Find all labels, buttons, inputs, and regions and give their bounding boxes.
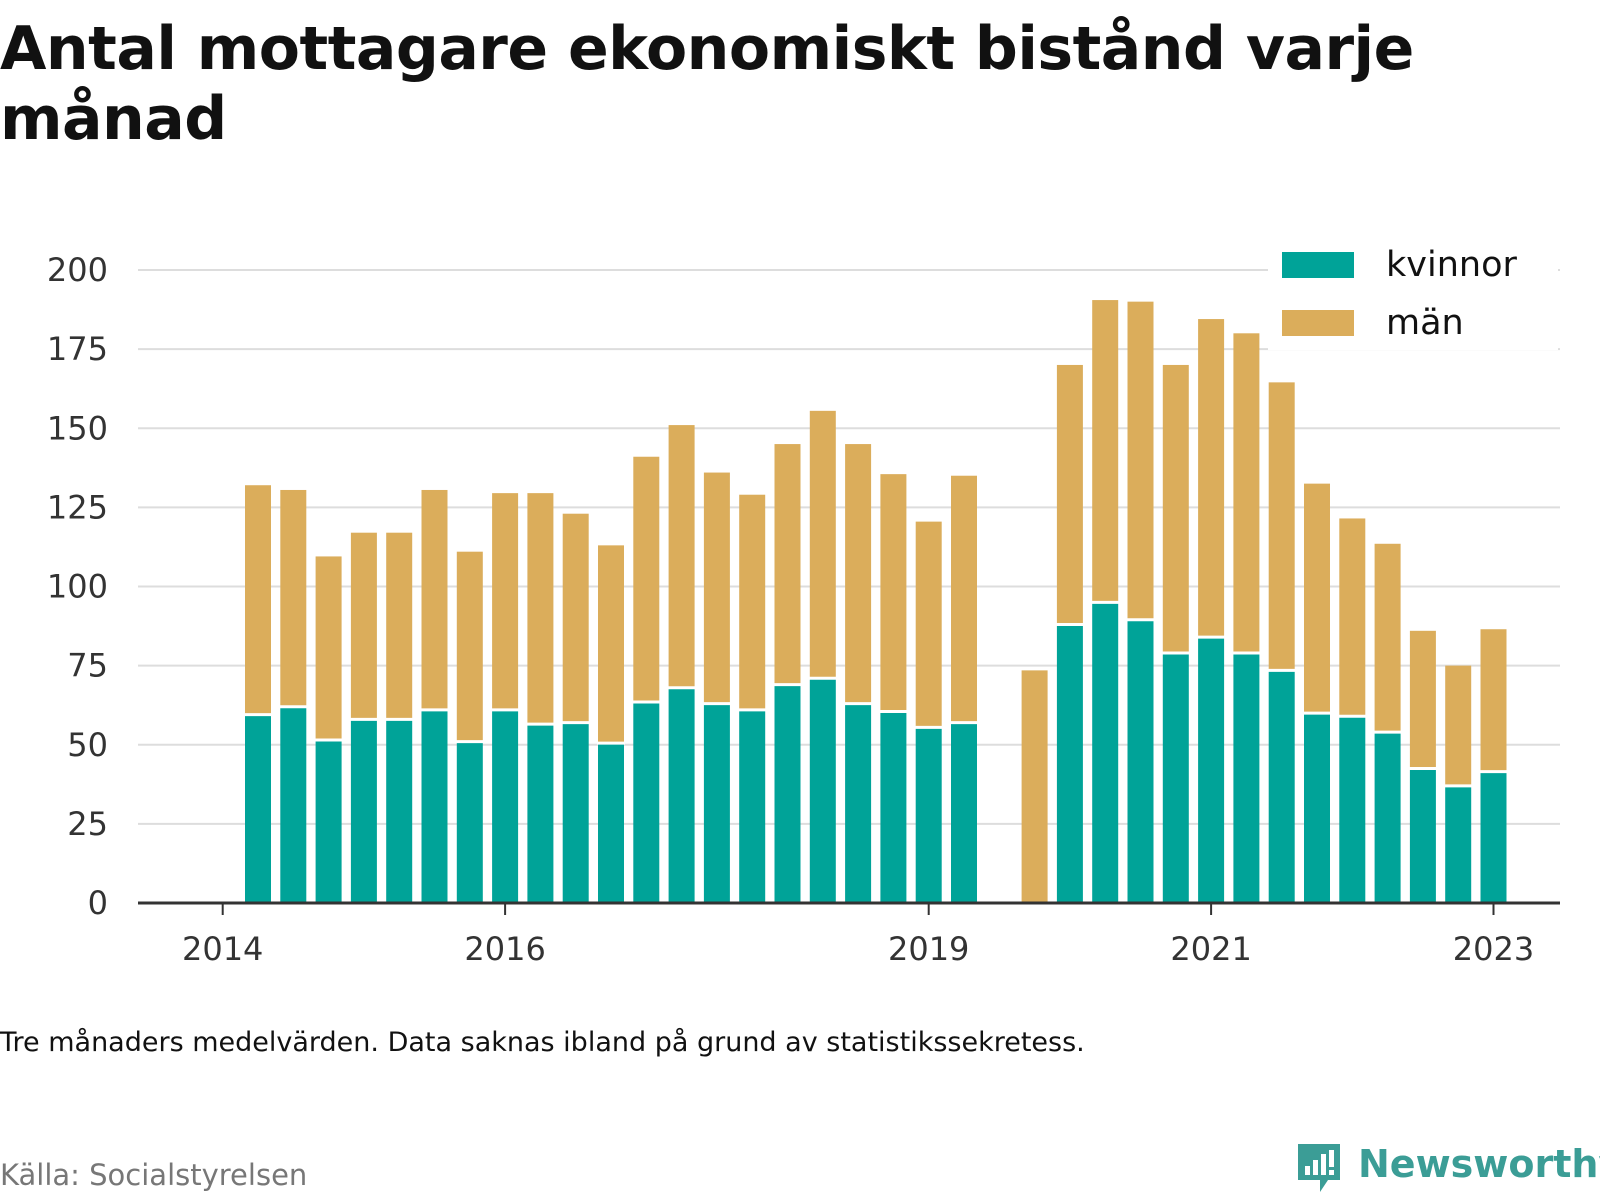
- bar-kvinnor: [1127, 619, 1154, 903]
- bar-kvinnor: [633, 702, 660, 903]
- y-axis-labels: 0 25 50 75 100 125 150 175 200: [47, 251, 108, 922]
- y-tick-label: 50: [67, 726, 108, 764]
- bar-man: [1339, 518, 1366, 717]
- x-axis: 2014 2016 2019 2021 2023: [138, 901, 1560, 968]
- legend-label: kvinnor: [1386, 245, 1517, 285]
- bar-kvinnor: [492, 709, 519, 903]
- bar-kvinnor: [456, 741, 483, 903]
- x-tick-label: 2023: [1453, 930, 1534, 968]
- bar-kvinnor: [1339, 716, 1366, 903]
- x-tick-label: 2019: [888, 930, 969, 968]
- logo-text: Newsworthy: [1358, 1142, 1600, 1186]
- x-tick-label: 2021: [1170, 930, 1251, 968]
- y-tick-label: 75: [67, 647, 108, 685]
- bar-kvinnor: [845, 703, 872, 903]
- bar-man: [1092, 300, 1119, 603]
- bar-man: [456, 551, 483, 742]
- bar-man: [915, 521, 942, 728]
- y-tick-label: 0: [88, 884, 108, 922]
- bar-man: [562, 513, 589, 723]
- y-tick-label: 125: [47, 488, 108, 526]
- bar-kvinnor: [1409, 768, 1436, 903]
- y-tick-label: 150: [47, 409, 108, 447]
- bar-kvinnor: [880, 711, 907, 903]
- bar-kvinnor: [1092, 602, 1119, 903]
- bar-man: [280, 489, 307, 707]
- bar-man: [880, 474, 907, 712]
- legend: kvinnor män: [1268, 232, 1558, 350]
- bar-kvinnor: [350, 719, 377, 903]
- newsworthy-logo: Newsworthy: [1290, 1140, 1600, 1196]
- x-tick-label: 2016: [464, 930, 545, 968]
- bar-kvinnor: [1268, 670, 1295, 903]
- y-tick-label: 200: [47, 251, 108, 289]
- bar-kvinnor: [774, 684, 801, 903]
- bar-chart-speech-bubble-icon: [1298, 1144, 1340, 1192]
- bar-man: [809, 410, 836, 679]
- bar-kvinnor: [386, 719, 413, 903]
- bar-kvinnor: [598, 743, 624, 903]
- chart-note: Tre månaders medelvärden. Data saknas ib…: [0, 1027, 1085, 1058]
- legend-swatch: [1282, 310, 1354, 336]
- y-tick-label: 175: [47, 330, 108, 368]
- bar-kvinnor: [1162, 652, 1189, 903]
- bar-kvinnor: [1198, 637, 1225, 903]
- bar-man: [1445, 665, 1472, 786]
- source-credit: Källa: Socialstyrelsen: [0, 1158, 308, 1192]
- bar-man: [1021, 670, 1048, 903]
- bar-man: [739, 494, 766, 710]
- bar-man: [350, 532, 377, 720]
- bar-man: [845, 444, 872, 704]
- bar-man: [1127, 301, 1154, 620]
- bar-man: [1268, 382, 1295, 671]
- bar-kvinnor: [562, 722, 589, 903]
- bar-man: [421, 489, 448, 710]
- legend-swatch: [1282, 252, 1354, 278]
- bar-kvinnor: [1056, 624, 1083, 903]
- bar-man: [386, 532, 413, 720]
- bar-man: [492, 493, 519, 710]
- y-tick-label: 100: [47, 568, 108, 606]
- bar-man: [1409, 630, 1436, 769]
- bar-man: [774, 444, 801, 685]
- bar-man: [1480, 629, 1507, 772]
- bar-kvinnor: [668, 687, 695, 903]
- bar-man: [1162, 364, 1189, 653]
- bar-man: [598, 545, 624, 744]
- bar-kvinnor: [951, 722, 977, 903]
- bar-kvinnor: [421, 709, 448, 903]
- bar-kvinnor: [527, 724, 554, 903]
- bar-man: [315, 556, 342, 741]
- bar-kvinnor: [1480, 771, 1507, 903]
- x-tick-label: 2014: [182, 930, 263, 968]
- bar-kvinnor: [245, 714, 271, 903]
- bar-man: [1198, 319, 1225, 638]
- bar-man: [1304, 483, 1330, 714]
- bar-man: [1374, 543, 1401, 733]
- bar-man: [633, 456, 660, 703]
- bar-kvinnor: [1445, 785, 1472, 903]
- legend-label: män: [1386, 303, 1464, 343]
- chart-title: Antal mottagare ekonomiskt bistånd varje…: [0, 14, 1414, 154]
- bar-man: [703, 472, 730, 704]
- y-tick-label: 25: [67, 805, 108, 843]
- bar-kvinnor: [915, 727, 942, 903]
- bar-kvinnor: [1233, 652, 1260, 903]
- bar-man: [951, 475, 977, 723]
- bar-man: [527, 493, 554, 725]
- bar-man: [1056, 364, 1083, 625]
- bar-man: [1233, 333, 1260, 653]
- bar-kvinnor: [280, 706, 307, 903]
- bar-kvinnor: [703, 703, 730, 903]
- bar-kvinnor: [809, 678, 836, 903]
- bar-man: [668, 425, 695, 688]
- bar-kvinnor: [315, 740, 342, 903]
- bar-man: [245, 485, 271, 715]
- bars: [244, 300, 1508, 903]
- bar-kvinnor: [1304, 713, 1330, 903]
- bar-kvinnor: [1374, 732, 1401, 903]
- bar-kvinnor: [739, 709, 766, 903]
